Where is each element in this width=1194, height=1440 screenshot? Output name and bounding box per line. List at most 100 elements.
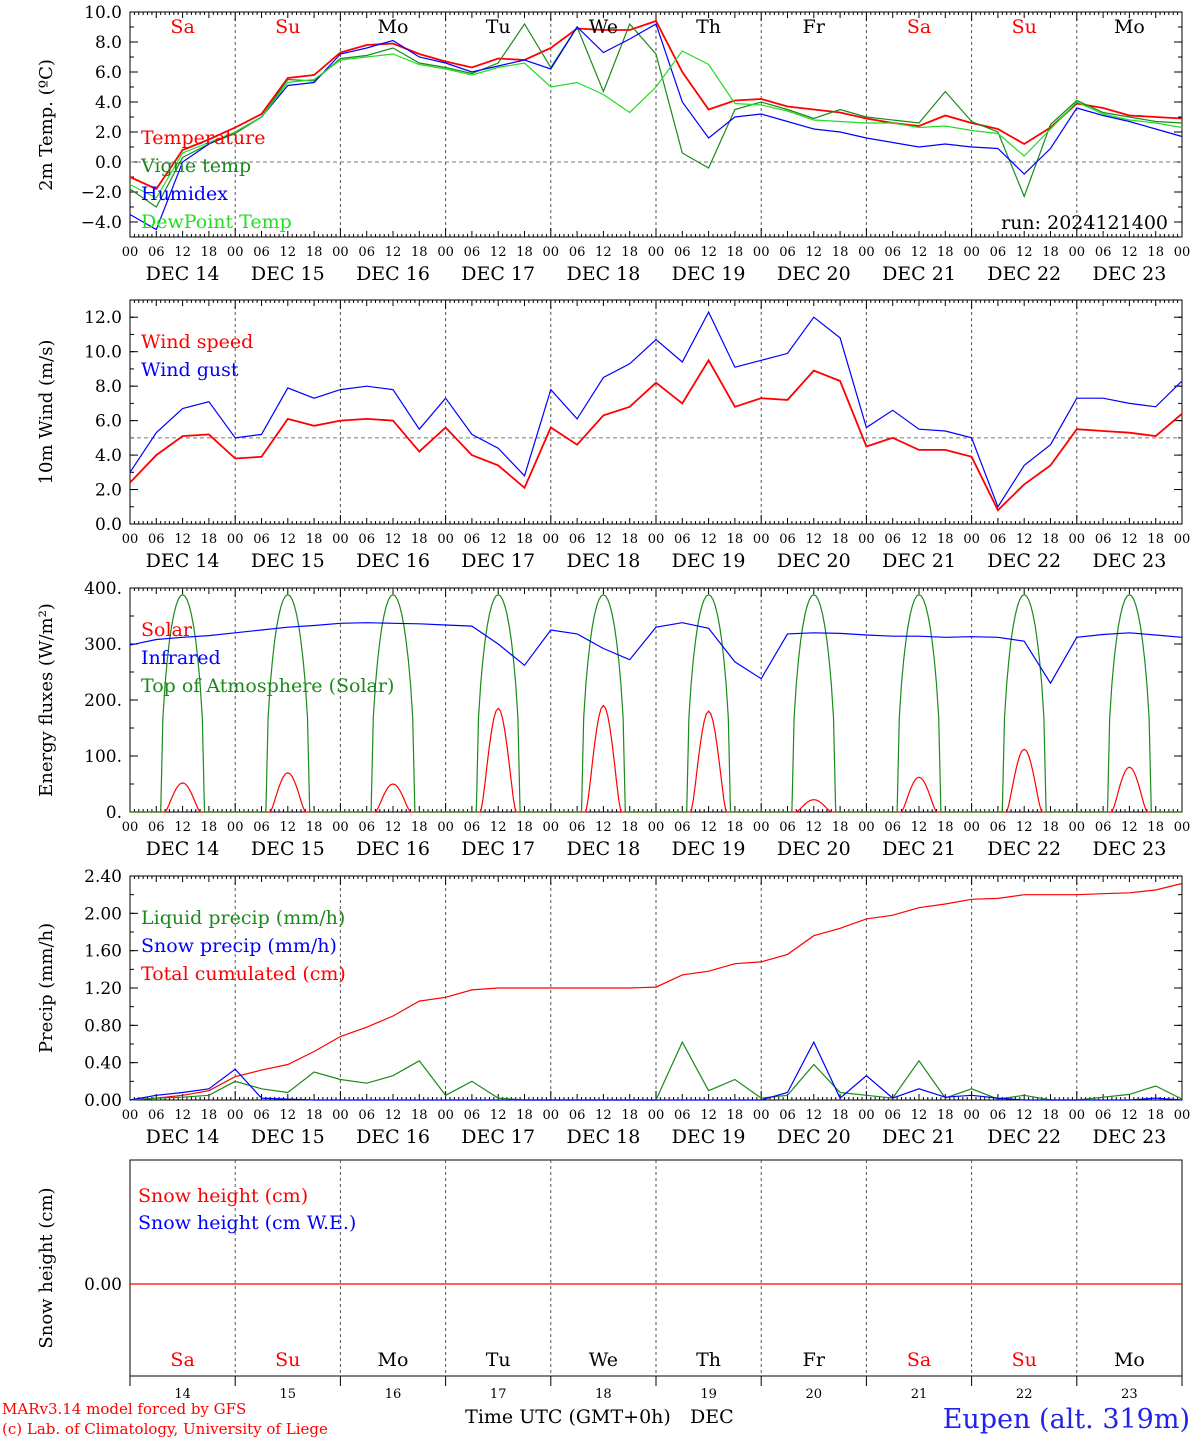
hour-tick-label: 12 [385, 1108, 402, 1123]
hour-tick-label: 12 [1121, 820, 1138, 835]
time-axis-title: Time UTC (GMT+0h) [465, 1406, 671, 1428]
date-label: DEC 21 [882, 550, 956, 572]
hour-tick-label: 12 [700, 532, 717, 547]
series-line-dewpoint-temp [129, 50, 1183, 199]
date-label: DEC 19 [672, 550, 746, 572]
hour-tick-label: 06 [464, 532, 481, 547]
panel-frame [129, 299, 1183, 525]
hour-tick-label: 12 [280, 532, 297, 547]
location-label: Eupen (alt. 319m) [943, 1404, 1190, 1435]
date-label: DEC 19 [672, 1126, 746, 1148]
hour-tick-label: 18 [832, 532, 849, 547]
hour-tick-label: 12 [490, 532, 507, 547]
hour-tick-label: 06 [569, 820, 586, 835]
weekday-label: Mo [1114, 16, 1145, 38]
hour-tick-label: 12 [174, 532, 191, 547]
hour-tick-label: 12 [490, 245, 507, 260]
legend-entry: Top of Atmosphere (Solar) [141, 675, 394, 697]
hour-tick-label: 06 [464, 1108, 481, 1123]
hour-tick-label: 18 [621, 245, 638, 260]
date-label: DEC 21 [882, 838, 956, 860]
hour-tick-label: 12 [280, 820, 297, 835]
date-label: DEC 15 [251, 838, 325, 860]
ytick-label: 2.40 [84, 867, 122, 887]
ytick-label: 10.0 [84, 3, 122, 23]
weekday-label: Su [1012, 16, 1037, 38]
hour-tick-label: 00 [227, 1108, 244, 1123]
day-number-label: 19 [700, 1387, 717, 1402]
ytick-label: 100. [84, 747, 122, 767]
ytick-label: 4.0 [95, 93, 122, 113]
hour-tick-label: 00 [648, 820, 665, 835]
hour-tick-label: 18 [1042, 245, 1059, 260]
ytick-label: −4.0 [81, 213, 122, 233]
hour-tick-label: 18 [201, 820, 218, 835]
weekday-label: Su [275, 16, 300, 38]
hour-tick-label: 06 [569, 1108, 586, 1123]
hour-tick-label: 00 [332, 1108, 349, 1123]
ytick-label: 300. [84, 635, 122, 655]
hour-tick-label: 00 [227, 245, 244, 260]
date-label: DEC 18 [566, 838, 640, 860]
weekday-label: Su [1012, 1349, 1037, 1371]
hour-tick-label: 06 [253, 532, 270, 547]
hour-tick-label: 18 [1042, 820, 1059, 835]
weekday-label: Mo [378, 1349, 409, 1371]
day-number-label: 16 [385, 1387, 402, 1402]
date-label: DEC 14 [146, 550, 220, 572]
date-label: DEC 18 [566, 1126, 640, 1148]
hour-tick-label: 06 [674, 1108, 691, 1123]
weekday-label: Fr [803, 16, 826, 38]
hour-tick-label: 06 [990, 1108, 1007, 1123]
hour-tick-label: 00 [858, 1108, 875, 1123]
hour-tick-label: 06 [253, 245, 270, 260]
hour-tick-label: 12 [1016, 245, 1033, 260]
hour-tick-label: 06 [358, 532, 375, 547]
hour-tick-label: 06 [779, 245, 796, 260]
ytick-label: 0. [106, 803, 122, 823]
hour-tick-label: 00 [648, 1108, 665, 1123]
weekday-label: Sa [907, 16, 931, 38]
hour-tick-label: 06 [884, 532, 901, 547]
hour-tick-label: 00 [122, 1108, 139, 1123]
hour-tick-label: 06 [990, 820, 1007, 835]
hour-tick-label: 18 [201, 245, 218, 260]
hour-tick-label: 00 [1069, 820, 1086, 835]
hour-tick-label: 06 [674, 245, 691, 260]
hour-tick-label: 00 [963, 532, 980, 547]
hour-tick-label: 12 [595, 820, 612, 835]
hour-tick-label: 00 [753, 532, 770, 547]
ytick-label: 2.0 [95, 123, 122, 143]
hour-tick-label: 00 [963, 1108, 980, 1123]
panel-1: 00 06 12 18 00 06 12 18 00 06 12 18 00 06 12 18 00 06 12 18… [36, 3, 1190, 285]
hour-tick-label: 00 [858, 532, 875, 547]
hour-tick-label: 18 [621, 820, 638, 835]
date-label: DEC 18 [566, 263, 640, 285]
hour-tick-label: 06 [990, 245, 1007, 260]
date-label: DEC 22 [987, 838, 1061, 860]
y-axis-label: Precip (mm/h) [36, 923, 57, 1053]
hour-tick-label: 12 [1016, 820, 1033, 835]
date-label: DEC 21 [882, 263, 956, 285]
time-axis-month: DEC [690, 1406, 734, 1428]
legend-entry: Wind speed [141, 331, 253, 353]
weekday-label: Su [275, 1349, 300, 1371]
hour-tick-label: 06 [148, 820, 165, 835]
hour-tick-label: 00 [543, 820, 560, 835]
hour-tick-label: 00 [1069, 532, 1086, 547]
hour-tick-label: 18 [516, 532, 533, 547]
weekday-label: Mo [1114, 1349, 1145, 1371]
panel-2: 00 06 12 18 00 06 12 18 00 06 12 18 00 06 12 18 00 06 12 18… [36, 299, 1190, 572]
day-number-label: 23 [1121, 1387, 1138, 1402]
hour-tick-label: 06 [569, 532, 586, 547]
hour-tick-label: 12 [490, 820, 507, 835]
hour-tick-label: 18 [937, 245, 954, 260]
hour-tick-label: 12 [911, 1108, 928, 1123]
hour-tick-label: 00 [1174, 1108, 1191, 1123]
series-line-wind-speed [129, 358, 1183, 512]
hour-tick-label: 18 [1042, 532, 1059, 547]
ytick-label: 0.40 [84, 1054, 122, 1074]
hour-tick-label: 12 [385, 820, 402, 835]
hour-tick-label: 18 [411, 820, 428, 835]
hour-tick-label: 06 [884, 1108, 901, 1123]
